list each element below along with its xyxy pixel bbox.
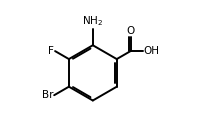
Text: O: O [126, 26, 135, 36]
Text: F: F [48, 46, 54, 56]
Text: OH: OH [144, 46, 160, 56]
Text: Br: Br [42, 90, 53, 100]
Text: NH$_2$: NH$_2$ [82, 14, 103, 28]
